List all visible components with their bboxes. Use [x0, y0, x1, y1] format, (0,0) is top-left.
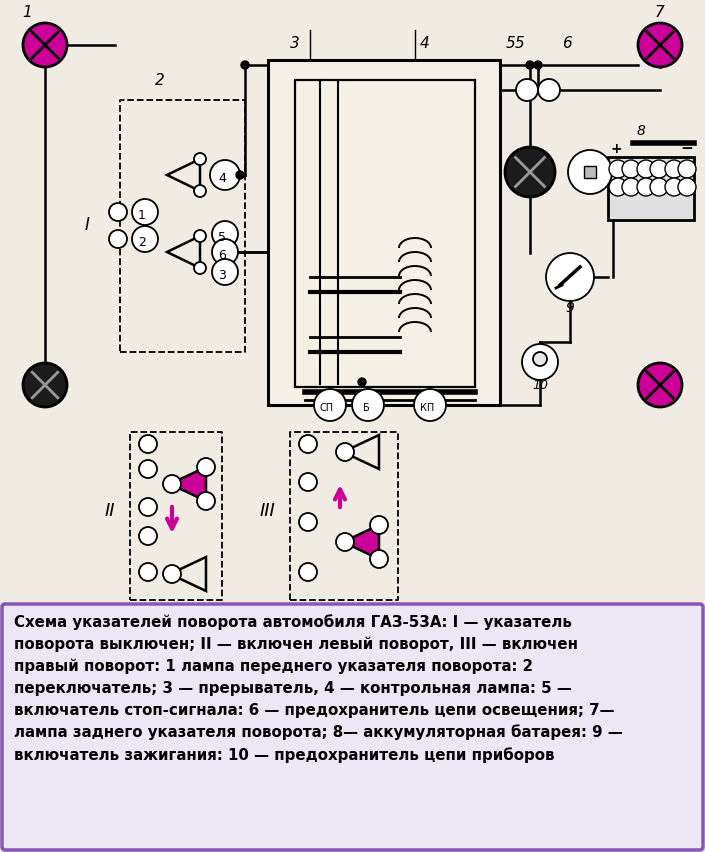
- Circle shape: [533, 352, 547, 366]
- Circle shape: [139, 563, 157, 581]
- Circle shape: [299, 513, 317, 531]
- Text: 6: 6: [562, 36, 572, 51]
- Circle shape: [336, 443, 354, 461]
- Circle shape: [23, 23, 67, 67]
- Text: 3: 3: [218, 269, 226, 282]
- Circle shape: [650, 160, 668, 178]
- Circle shape: [109, 230, 127, 248]
- Circle shape: [622, 178, 640, 196]
- Circle shape: [534, 61, 542, 69]
- Text: 5: 5: [218, 231, 226, 244]
- Circle shape: [665, 160, 683, 178]
- Text: 3: 3: [290, 36, 300, 51]
- Circle shape: [370, 550, 388, 568]
- Circle shape: [358, 378, 366, 386]
- Circle shape: [299, 473, 317, 491]
- Circle shape: [650, 178, 668, 196]
- Circle shape: [194, 185, 206, 197]
- Circle shape: [210, 160, 240, 190]
- Circle shape: [132, 226, 158, 252]
- Circle shape: [665, 178, 683, 196]
- Text: СП: СП: [320, 403, 334, 413]
- Text: II: II: [105, 502, 116, 520]
- Text: 2: 2: [138, 236, 146, 249]
- Circle shape: [197, 458, 215, 476]
- Text: I: I: [85, 216, 90, 234]
- Circle shape: [197, 492, 215, 510]
- Circle shape: [139, 435, 157, 453]
- Polygon shape: [170, 467, 206, 501]
- Circle shape: [139, 527, 157, 545]
- Bar: [584, 166, 596, 178]
- Circle shape: [609, 160, 627, 178]
- Circle shape: [516, 79, 538, 101]
- Circle shape: [109, 203, 127, 221]
- Circle shape: [526, 61, 534, 69]
- Text: 10: 10: [532, 379, 548, 392]
- Text: III: III: [260, 502, 276, 520]
- FancyBboxPatch shape: [2, 604, 703, 850]
- Circle shape: [194, 230, 206, 242]
- Circle shape: [212, 221, 238, 247]
- Text: 6: 6: [218, 249, 226, 262]
- Circle shape: [414, 389, 446, 421]
- Bar: [608, 157, 694, 220]
- Text: 2: 2: [155, 73, 165, 88]
- Circle shape: [163, 475, 181, 493]
- Circle shape: [163, 565, 181, 583]
- Circle shape: [236, 171, 244, 179]
- Text: 7: 7: [655, 5, 665, 20]
- Text: 8: 8: [637, 124, 646, 138]
- Text: 4: 4: [218, 172, 226, 185]
- Circle shape: [194, 153, 206, 165]
- Circle shape: [546, 253, 594, 301]
- Circle shape: [522, 344, 558, 380]
- Circle shape: [352, 389, 384, 421]
- Bar: [268, 60, 500, 405]
- Text: КП: КП: [420, 403, 434, 413]
- Circle shape: [299, 435, 317, 453]
- Circle shape: [637, 160, 655, 178]
- Circle shape: [314, 389, 346, 421]
- Text: −: −: [680, 141, 693, 156]
- Circle shape: [212, 239, 238, 265]
- Circle shape: [336, 533, 354, 551]
- Text: 9: 9: [565, 301, 574, 315]
- Circle shape: [638, 23, 682, 67]
- Circle shape: [622, 160, 640, 178]
- Circle shape: [609, 178, 627, 196]
- Circle shape: [132, 199, 158, 225]
- Circle shape: [139, 460, 157, 478]
- Circle shape: [538, 79, 560, 101]
- Text: Б: Б: [363, 403, 369, 413]
- Circle shape: [212, 259, 238, 285]
- Text: 4: 4: [420, 36, 430, 51]
- Circle shape: [23, 363, 67, 407]
- Bar: [295, 80, 475, 387]
- Circle shape: [139, 498, 157, 516]
- Circle shape: [638, 363, 682, 407]
- Polygon shape: [343, 525, 379, 559]
- Circle shape: [505, 147, 555, 197]
- Text: +: +: [611, 142, 623, 156]
- Circle shape: [678, 178, 696, 196]
- Circle shape: [678, 160, 696, 178]
- Circle shape: [299, 563, 317, 581]
- Text: 1: 1: [138, 209, 146, 222]
- Circle shape: [194, 262, 206, 274]
- Text: Схема указателей поворота автомобиля ГАЗ-53А: I — указатель
поворота выключен; I: Схема указателей поворота автомобиля ГАЗ…: [14, 614, 623, 763]
- Text: 5: 5: [515, 36, 525, 51]
- Circle shape: [637, 178, 655, 196]
- Circle shape: [241, 61, 249, 69]
- Circle shape: [568, 150, 612, 194]
- Text: 5: 5: [506, 36, 516, 51]
- Text: 1: 1: [22, 5, 32, 20]
- Circle shape: [370, 516, 388, 534]
